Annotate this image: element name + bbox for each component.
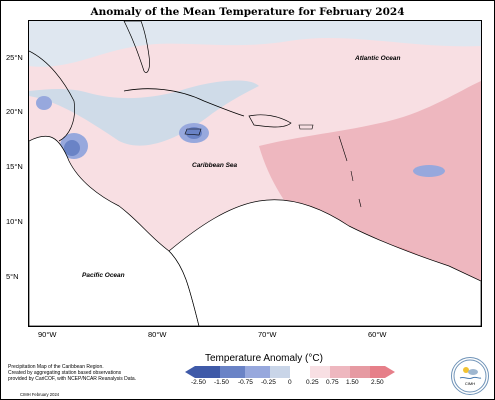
legend-title: Temperature Anomaly (°C) (205, 353, 323, 364)
hispaniola-outline (248, 114, 292, 128)
lon-label-60w: 60°W (368, 330, 387, 339)
map-title: Anomaly of the Mean Temperature for Febr… (90, 6, 405, 18)
cimh-logo: CIMH (451, 357, 489, 395)
colorbar-tick-1: -2.50 (191, 379, 206, 386)
lat-label-20n: 20°N (6, 107, 23, 116)
anomaly-shading-layer (29, 21, 481, 326)
note-line-2: Created by aggregating station based obs… (8, 370, 122, 376)
note-line-3: provided by CariCOF, with NCEP/NCAR Rean… (8, 376, 137, 382)
cool-band-north (29, 21, 481, 67)
cool-spot-yucatan (36, 96, 52, 110)
cool-core-belize (64, 140, 80, 156)
lat-label-25n: 25°N (6, 53, 23, 62)
map-description-note: Precipitation Map of the Caribbean Regio… (8, 364, 178, 382)
colorbar-tick-4: -0.25 (261, 379, 276, 386)
lon-label-70w: 70°W (258, 330, 277, 339)
florida-outline (123, 21, 150, 73)
colorbar-tick-9: 2.50 (371, 379, 384, 386)
jamaica-outline (184, 128, 202, 136)
colorbar-seg-6 (310, 366, 330, 378)
lon-label-80w: 80°W (148, 330, 167, 339)
colorbar-seg-8 (350, 366, 370, 378)
colorbar-seg-7 (330, 366, 350, 378)
credit-footer: CIMH February 2024 (20, 392, 60, 397)
colorbar-tick-2: -1.50 (214, 379, 229, 386)
colorbar-tick-5: 0 (288, 379, 292, 386)
lon-label-90w: 90°W (38, 330, 57, 339)
lat-label-15n: 15°N (6, 162, 23, 171)
cimh-logo-icon (453, 359, 487, 393)
colorbar-seg-2 (220, 366, 245, 378)
puerto-rico-outline (298, 124, 314, 130)
cool-spot-atlantic (413, 165, 445, 177)
cuba-outline (123, 88, 245, 117)
lesser-antilles-outline (338, 135, 362, 208)
caribbean-sea-label: Caribbean Sea (192, 162, 238, 169)
colorbar-seg-4 (270, 366, 290, 378)
temperature-anomaly-map (28, 20, 482, 327)
colorbar (185, 366, 395, 378)
pacific-ocean-label: Pacific Ocean (82, 272, 125, 279)
colorbar-seg-3 (245, 366, 270, 378)
colorbar-arrow-high (385, 366, 395, 378)
cool-core-jamaica (186, 127, 202, 139)
south-america-landmass (168, 199, 481, 326)
colorbar-tick-6: 0.25 (306, 379, 319, 386)
colorbar-seg-1 (195, 366, 220, 378)
cimh-logo-label: CIMH (464, 381, 476, 386)
colorbar-arrow-low (185, 366, 195, 378)
lat-label-10n: 10°N (6, 217, 23, 226)
note-line-1: Precipitation Map of the Caribbean Regio… (8, 364, 104, 370)
cool-band-cuba (29, 80, 259, 146)
yucatan-outline (29, 50, 75, 142)
atlantic-ocean-label: Atlantic Ocean (355, 55, 401, 62)
colorbar-tick-7: 0.75 (326, 379, 339, 386)
colorbar-seg-5 (290, 366, 310, 378)
lat-label-5n: 5°N (6, 272, 19, 281)
colorbar-tick-3: -0.75 (238, 379, 253, 386)
colorbar-seg-9 (370, 366, 385, 378)
colorbar-tick-8: 1.50 (346, 379, 359, 386)
